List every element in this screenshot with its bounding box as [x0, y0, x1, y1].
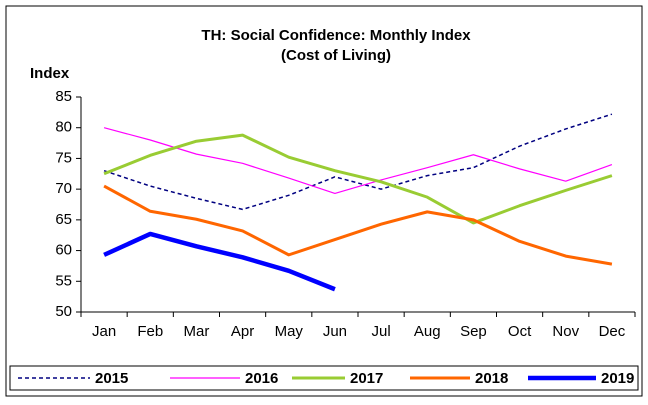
- y-tick-label: 65: [55, 211, 72, 228]
- x-tick-label: Apr: [231, 323, 254, 340]
- x-tick-label: Oct: [508, 323, 532, 340]
- x-tick-label: Jun: [323, 323, 347, 340]
- x-tick-label: Sep: [460, 323, 487, 340]
- y-tick-label: 50: [55, 303, 72, 320]
- y-tick-label: 55: [55, 272, 72, 289]
- legend-label: 2016: [245, 370, 278, 387]
- x-tick-label: Jul: [371, 323, 390, 340]
- y-tick-label: 75: [55, 149, 72, 166]
- legend-label: 2017: [350, 370, 383, 387]
- series-line: [103, 127, 613, 195]
- series-line: [103, 231, 336, 292]
- series-line: [103, 113, 613, 211]
- x-tick-label: Nov: [552, 323, 579, 340]
- series-line: [103, 133, 613, 225]
- x-tick-label: May: [275, 323, 304, 340]
- y-tick-label: 80: [55, 119, 72, 136]
- x-tick-label: Jan: [92, 323, 116, 340]
- legend-label: 2018: [475, 370, 508, 387]
- x-tick-label: Aug: [414, 323, 441, 340]
- y-tick-label: 70: [55, 180, 72, 197]
- x-tick-label: Dec: [599, 323, 626, 340]
- chart-title: TH: Social Confidence: Monthly Index: [201, 27, 471, 44]
- x-tick-label: Feb: [137, 323, 163, 340]
- y-tick-label: 60: [55, 242, 72, 259]
- x-tick-label: Mar: [183, 323, 209, 340]
- chart-title: (Cost of Living): [281, 47, 391, 64]
- series-line: [103, 184, 613, 266]
- legend-label: 2019: [601, 370, 634, 387]
- y-axis-label: Index: [30, 65, 70, 82]
- legend-label: 2015: [95, 370, 128, 387]
- y-tick-label: 85: [55, 88, 72, 105]
